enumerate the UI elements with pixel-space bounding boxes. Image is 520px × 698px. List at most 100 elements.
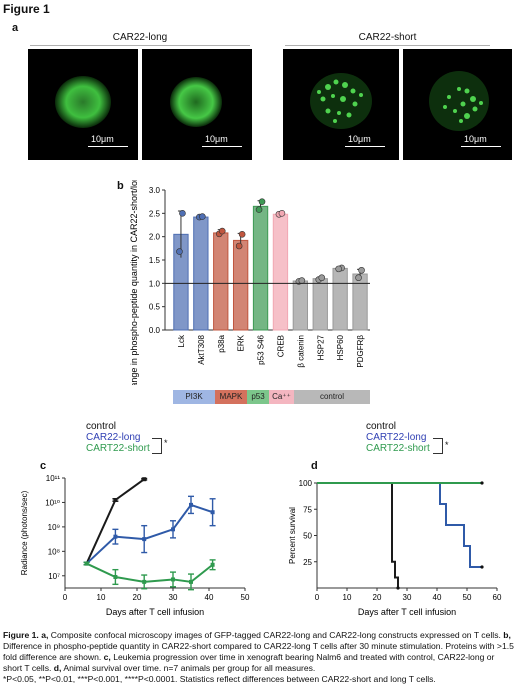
survival-step-line (317, 482, 399, 588)
scale-bar (461, 146, 501, 147)
pathway-segment: MAPK (215, 390, 247, 404)
series-line (86, 562, 214, 583)
scale-label: 10μm (464, 134, 487, 144)
y-axis-label: Percent survival (288, 507, 297, 564)
pathway-category-bar: PI3K MAPK p53 Ca⁺⁺ control (173, 390, 370, 404)
x-tick-label: 40 (205, 593, 214, 602)
y-tick-label: 10⁹ (48, 523, 60, 532)
x-tick-label: 50 (241, 593, 250, 602)
y-tick-label: 10⁷ (48, 572, 60, 581)
category-label: PDGFRβ (356, 335, 365, 368)
caption-lead: Figure 1. a, (3, 630, 49, 640)
y-axis-label: Fold change in phospho-peptide quantity … (129, 180, 139, 385)
caption-c: Leukemia progression over time in xenogr… (3, 652, 495, 673)
data-point (235, 242, 243, 250)
figure-title: Figure 1 (3, 2, 50, 16)
legend-control: control (86, 421, 117, 432)
data-point (113, 498, 118, 502)
y-axis-label: Radiance (photons/sec) (20, 490, 29, 575)
pathway-segment: PI3K (173, 390, 215, 404)
data-point (171, 577, 175, 582)
y-tick-label: 3.0 (149, 186, 161, 195)
scale-label: 10μm (91, 134, 114, 144)
legend-long: CAR22-long (86, 432, 141, 443)
category-label: CREB (276, 335, 285, 357)
series-line (85, 503, 213, 565)
data-point (113, 575, 118, 579)
x-tick-label: 60 (493, 593, 502, 602)
data-point (142, 477, 147, 482)
caption-b: Difference in phospho-peptide quantity i… (3, 641, 514, 662)
x-tick-label: 10 (343, 593, 352, 602)
cell-image-short-1 (310, 73, 372, 129)
data-point (210, 562, 215, 567)
cell-image-long-1 (55, 76, 111, 128)
x-axis-label: Days after T cell infusion (106, 607, 204, 617)
legend-long: CART22-long (366, 432, 427, 443)
legend-short: CART22-short (86, 443, 150, 454)
legend-d: control CART22-long CART22-short (366, 421, 430, 454)
x-tick-label: 0 (315, 593, 320, 602)
category-label: HSP27 (316, 334, 325, 360)
caption-a: Composite confocal microscopy images of … (48, 630, 504, 640)
category-label: ERK (237, 334, 246, 351)
y-tick-label: 0.5 (149, 303, 161, 312)
data-point (255, 206, 263, 213)
data-point (335, 265, 342, 273)
y-tick-label: 10¹⁰ (45, 498, 60, 507)
cell-image-long-2 (170, 77, 222, 127)
scale-label: 10μm (205, 134, 228, 144)
micrograph-short-1: 10μm (283, 49, 399, 160)
group-rule-long (30, 45, 250, 46)
data-point (355, 274, 362, 282)
scale-bar (88, 146, 128, 147)
category-label: p53 S46 (257, 334, 266, 364)
caption-d: Animal survival over time. n=7 animals p… (61, 663, 316, 673)
category-label: Lck (177, 334, 186, 347)
scale-label: 10μm (348, 134, 371, 144)
y-tick-label: 10⁸ (48, 547, 60, 556)
micrograph-short-2: 10μm (403, 49, 512, 160)
x-tick-label: 20 (373, 593, 382, 602)
data-point (298, 277, 306, 284)
pathway-segment: p53 (247, 390, 269, 404)
group-label-long: CAR22-long (112, 32, 168, 43)
category-label: HSP60 (336, 334, 345, 360)
x-tick-label: 10 (97, 593, 106, 602)
bar (193, 216, 209, 331)
caption-stats: *P<0.05, **P<0.01, ***P<0.001, ****P<0.0… (3, 674, 436, 684)
group-rule-short (285, 45, 490, 46)
caption-b-label: b, (503, 630, 511, 640)
censor-mark (480, 481, 484, 485)
panel-c-letter: c (40, 460, 47, 472)
data-point (258, 198, 266, 205)
censor-mark (480, 565, 484, 569)
bar (332, 267, 348, 331)
data-point (210, 510, 215, 515)
scale-bar (345, 146, 385, 147)
panel-b-letter: b (117, 180, 124, 192)
x-tick-label: 20 (133, 593, 142, 602)
pathway-segment: Ca⁺⁺ (269, 390, 294, 404)
y-tick-label: 25 (303, 558, 312, 567)
category-label: p38a (217, 334, 226, 352)
data-point (142, 579, 147, 584)
bar (352, 273, 368, 331)
data-point (189, 502, 193, 507)
x-axis-label: Days after T cell infusion (358, 607, 456, 617)
category-label: AktT308 (197, 334, 206, 364)
data-point (113, 534, 118, 539)
legend-star-c: * (164, 438, 168, 448)
micrograph-long-1: 10μm (28, 49, 138, 160)
bar (213, 232, 229, 331)
y-tick-label: 1.5 (149, 256, 161, 265)
legend-bracket-c (152, 438, 162, 454)
category-label: β catenin (296, 335, 305, 368)
data-point (358, 266, 365, 274)
caption-d-label: d, (53, 663, 62, 673)
y-tick-label: 2.5 (149, 209, 161, 218)
radiance-line-chart: 10⁷ 10⁸ 10⁹ 10¹⁰ 10¹¹ 0 10 20 30 40 50 Days after T… (20, 474, 250, 617)
cell-image-short-2 (429, 71, 489, 131)
x-tick-label: 50 (463, 593, 472, 602)
caption-c-label: c, (103, 652, 111, 662)
